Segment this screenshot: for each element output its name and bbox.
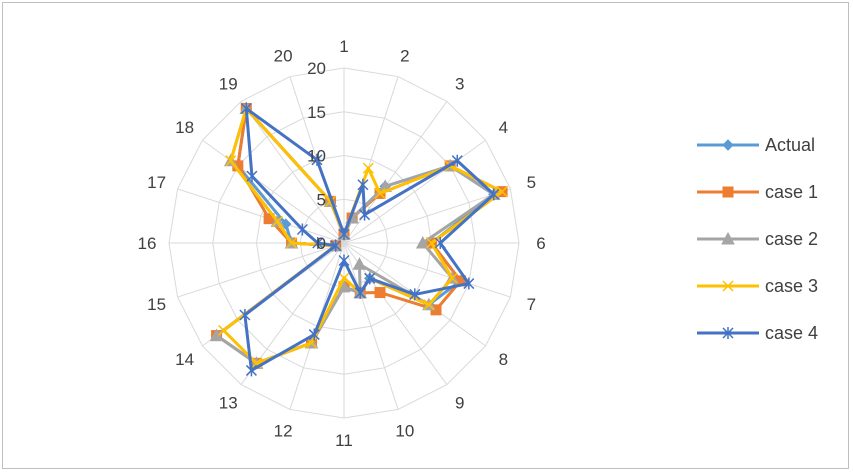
radial-tick-label: 20 [307,59,326,78]
data-point [496,186,508,198]
series-case-1 [211,103,508,369]
chart-frame: 1 2 3 4 5 6 7 8 9 10 11 12 13 14 15 16 17 18 19 20 0 5 10 15 20… [2,2,849,469]
data-point [245,364,257,377]
legend-item: case 4 [697,323,818,343]
data-point [308,328,320,341]
data-point [246,170,258,183]
data-point [409,288,421,301]
category-label: 18 [175,118,194,137]
radial-tick-label: 5 [317,190,326,209]
data-point [463,277,475,290]
data-point [330,239,342,252]
data-point [374,187,386,199]
grid-spoke [240,101,345,244]
legend-label: case 1 [765,182,818,202]
grid-spoke [343,139,486,244]
grid-spoke [177,242,345,298]
category-label: 20 [274,47,293,66]
data-point [338,272,350,284]
category-label: 19 [219,75,238,94]
legend-label: case 2 [765,229,818,249]
radial-tick-label: 15 [307,103,326,122]
data-point [352,257,367,270]
data-point [722,186,734,198]
data-point [239,309,251,322]
data-point [451,154,463,167]
legend-item: case 1 [697,182,818,202]
category-label: 12 [274,421,293,440]
data-point [722,327,734,339]
data-point [374,287,386,299]
grid-spoke [343,188,511,244]
data-point [240,102,252,115]
data-point [722,280,734,292]
series-layer [209,101,508,377]
category-label: 7 [527,295,536,314]
radial-tick-label: 10 [307,147,326,166]
data-point [364,272,376,285]
data-point [446,272,458,284]
legend-label: case 3 [765,276,818,296]
series-case-4 [239,102,500,377]
data-point [312,237,324,249]
radial-tick-label: 0 [317,234,326,253]
data-point [359,208,371,221]
category-label: 14 [175,350,194,369]
grid-spoke [343,101,448,244]
grid-spoke [177,188,345,244]
category-label: 17 [147,173,166,192]
category-label: 15 [147,295,166,314]
grid-spoke [343,242,399,410]
legend-label: Actual [765,135,815,155]
data-point [311,153,323,166]
data-point [434,237,446,249]
data-point [415,235,430,249]
data-point [721,231,735,245]
radial-tick-labels: 0 5 10 15 20 [307,59,326,253]
legend-item: Actual [697,135,815,155]
category-label: 5 [527,173,536,192]
category-label: 1 [339,37,348,56]
category-label: 16 [138,234,157,253]
data-point [354,286,366,299]
legend: Actual case 1 case 2 case 3 case 4 [697,135,818,343]
legend-label: case 4 [765,323,818,343]
category-label: 13 [219,393,238,412]
series-line [222,107,504,365]
category-label: 2 [400,47,409,66]
grid-spoke [202,139,345,244]
category-label: 4 [499,118,508,137]
data-point [488,188,500,201]
data-point [296,223,308,236]
series-line [215,107,504,365]
data-point [722,139,734,151]
data-point [357,178,369,191]
data-point [225,155,237,167]
data-point [285,237,298,249]
category-label: 6 [536,234,545,253]
data-point [271,215,283,227]
data-point [338,254,350,267]
data-point [338,228,350,241]
legend-item: case 3 [697,276,818,296]
category-label: 10 [395,421,414,440]
category-label: 9 [455,393,464,412]
radar-grid [168,67,520,419]
series-line [215,107,496,365]
series-case-3 [218,102,508,369]
data-point [425,237,438,249]
category-label: 11 [335,431,353,450]
category-label: 3 [455,75,464,94]
data-point [423,299,435,311]
data-point [362,162,374,174]
category-label: 8 [499,350,508,369]
legend-item: case 2 [697,229,818,249]
series-line [215,107,496,365]
data-point [218,324,230,336]
grid-spoke [343,242,511,298]
